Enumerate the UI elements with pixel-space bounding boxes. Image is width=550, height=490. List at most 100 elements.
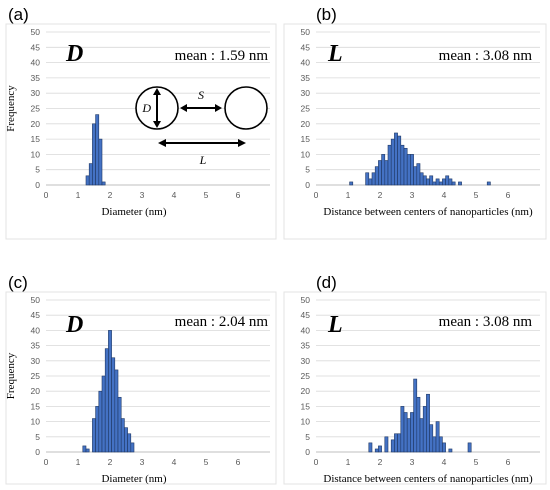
histogram-bar — [435, 421, 440, 453]
histogram-bar — [368, 178, 373, 186]
y-tick-label: 20 — [301, 119, 311, 129]
panel-label: (a) — [8, 5, 29, 24]
histogram-bar — [432, 181, 437, 186]
panel-label: (b) — [316, 5, 337, 24]
histogram-bar — [406, 418, 411, 453]
y-axis-title: Frequency — [5, 85, 17, 132]
spacing-symbol-label: S — [198, 88, 204, 102]
histogram-bar — [85, 448, 90, 453]
histogram-bar — [114, 369, 119, 453]
histogram-bar — [384, 436, 389, 453]
x-tick-label: 3 — [410, 190, 415, 200]
variable-symbol: D — [65, 312, 83, 338]
panel-frame — [5, 291, 277, 485]
y-tick-label: 50 — [31, 27, 41, 37]
histogram-bar — [98, 138, 103, 186]
x-tick-label: 2 — [108, 457, 113, 467]
histogram-bar — [374, 448, 379, 453]
histogram-bar — [85, 175, 90, 186]
y-axis-title: Frequency — [5, 352, 17, 399]
histogram-bar — [127, 433, 132, 453]
x-axis-title: Diameter (nm) — [101, 206, 166, 218]
x-tick-label: 4 — [172, 457, 177, 467]
histogram-bar — [390, 138, 395, 186]
panel-label: (d) — [316, 273, 337, 292]
x-tick-label: 6 — [236, 190, 241, 200]
y-tick-label: 0 — [35, 180, 40, 190]
y-tick-label: 40 — [301, 325, 311, 335]
panel-label: (c) — [8, 273, 28, 292]
y-tick-label: 35 — [301, 341, 311, 351]
x-tick-label: 4 — [172, 190, 177, 200]
histogram-bar — [448, 178, 453, 186]
y-tick-label: 45 — [31, 42, 41, 52]
x-tick-label: 5 — [204, 457, 209, 467]
histogram-bar — [111, 357, 116, 453]
histogram-bar — [419, 418, 424, 453]
y-tick-label: 0 — [305, 180, 310, 190]
histogram-bar — [413, 166, 418, 186]
y-tick-label: 15 — [301, 134, 311, 144]
y-tick-label: 40 — [31, 58, 41, 68]
y-tick-label: 5 — [305, 432, 310, 442]
panel-frame — [283, 23, 547, 240]
y-tick-label: 15 — [31, 134, 41, 144]
histogram-bar — [384, 160, 389, 186]
y-tick-label: 10 — [31, 149, 41, 159]
y-tick-label: 50 — [31, 295, 41, 305]
histogram-bar — [400, 406, 405, 453]
histogram-bar — [432, 436, 437, 453]
y-tick-label: 45 — [301, 310, 311, 320]
histogram-bar — [451, 181, 456, 186]
mean-annotation: mean : 1.59 nm — [175, 48, 269, 64]
y-tick-label: 10 — [31, 417, 41, 427]
histogram-bar — [410, 154, 414, 186]
histogram-bar — [486, 181, 491, 186]
histogram-bar — [397, 433, 402, 453]
y-tick-label: 15 — [31, 401, 41, 411]
histogram-bar — [365, 172, 370, 186]
y-tick-label: 25 — [31, 371, 41, 381]
x-axis-title: Distance between centers of nanoparticle… — [323, 206, 533, 218]
mean-annotation: mean : 3.08 nm — [439, 314, 533, 330]
histogram-bar — [124, 427, 128, 453]
histogram-bar — [445, 175, 450, 186]
histogram-bar — [397, 135, 402, 186]
histogram-bar — [371, 172, 376, 186]
center-distance-arrow-head-left — [158, 139, 166, 147]
y-tick-label: 10 — [301, 149, 311, 159]
histogram-bar — [429, 175, 434, 186]
histogram-bar — [419, 172, 424, 186]
y-tick-label: 25 — [301, 371, 311, 381]
histogram-bar — [381, 154, 386, 186]
y-tick-label: 35 — [31, 73, 41, 83]
histogram-bar — [435, 178, 440, 186]
x-axis-title: Diameter (nm) — [101, 473, 166, 485]
y-tick-label: 20 — [301, 386, 311, 396]
histogram-bar — [416, 163, 421, 186]
x-tick-label: 0 — [44, 190, 49, 200]
histogram-bar — [120, 418, 125, 453]
nanoparticle-schematic: D S L — [135, 86, 268, 167]
x-tick-label: 4 — [442, 457, 447, 467]
x-tick-label: 2 — [378, 457, 383, 467]
histogram-bar — [413, 378, 418, 453]
y-tick-label: 30 — [31, 356, 41, 366]
histogram-bar — [410, 412, 414, 453]
histogram-bar — [442, 442, 446, 453]
histogram-bar — [117, 396, 122, 453]
histogram-bar — [349, 181, 354, 186]
histogram-bar — [406, 154, 411, 186]
histogram-bar — [92, 123, 96, 186]
panel-frame — [283, 291, 547, 485]
histogram-bar — [95, 114, 100, 186]
y-tick-label: 10 — [301, 417, 311, 427]
x-tick-label: 2 — [108, 190, 113, 200]
x-tick-label: 1 — [346, 457, 351, 467]
y-tick-label: 30 — [301, 356, 311, 366]
x-tick-label: 0 — [314, 457, 319, 467]
histogram-bar — [374, 166, 379, 186]
histogram-bar — [82, 445, 87, 453]
